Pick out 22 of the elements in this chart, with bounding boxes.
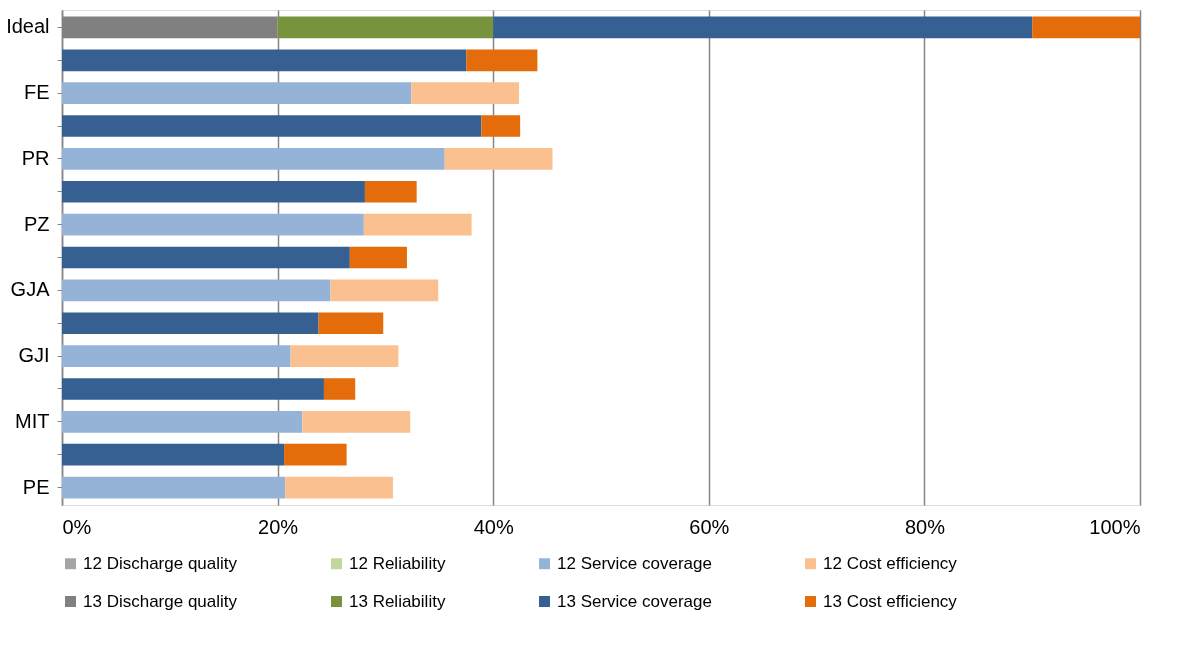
- x-tick-label: 100%: [1089, 515, 1141, 538]
- legend-label: 12 Cost efficiency: [823, 553, 958, 573]
- y-tick-label: FE: [23, 81, 50, 104]
- legend-label: 12 Discharge quality: [83, 553, 238, 573]
- y-tick-label: PZ: [23, 212, 50, 235]
- y-tick-label: GJI: [18, 344, 50, 367]
- x-tick-label: 40%: [473, 515, 514, 538]
- legend-label: 13 Cost efficiency: [823, 591, 958, 611]
- x-tick-label: 60%: [689, 515, 730, 538]
- legend-label: 12 Reliability: [349, 553, 446, 573]
- y-tick-label: Ideal: [6, 15, 50, 38]
- legend-label: 13 Discharge quality: [83, 591, 238, 611]
- y-tick-label: MIT: [15, 409, 50, 432]
- x-tick-label: 20%: [258, 515, 299, 538]
- legend-label: 12 Service coverage: [557, 553, 712, 573]
- legend-label: 13 Reliability: [349, 591, 446, 611]
- y-tick-label: PR: [21, 146, 50, 169]
- y-tick-label: PE: [22, 475, 50, 498]
- x-tick-label: 80%: [904, 515, 946, 538]
- legend-label: 13 Service coverage: [557, 591, 712, 611]
- y-tick-label: GJA: [10, 278, 51, 301]
- x-tick-label: 0%: [62, 515, 92, 538]
